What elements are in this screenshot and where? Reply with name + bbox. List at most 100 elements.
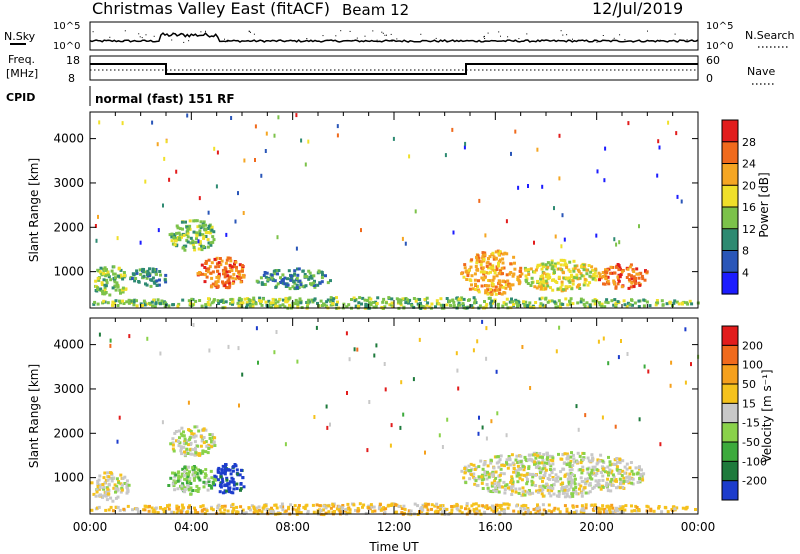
range-cell: [551, 476, 555, 479]
range-cell: [660, 299, 664, 303]
range-cell: [579, 510, 583, 514]
range-cell: [200, 248, 204, 252]
range-cell: [114, 496, 118, 500]
range-cell: [551, 456, 555, 460]
range-cell: [504, 302, 508, 306]
range-cell: [533, 270, 537, 274]
range-cell: [202, 244, 206, 248]
range-cell: [416, 302, 420, 306]
range-cell: [645, 270, 649, 274]
freq-panel: [89, 55, 699, 81]
range-cell: [107, 475, 111, 479]
range-cell: [234, 277, 238, 281]
range-cell: [223, 283, 227, 287]
range-cell: [397, 504, 401, 508]
range-cell: [552, 492, 556, 496]
range-cell: [210, 225, 214, 229]
range-cell: [217, 261, 221, 265]
range-cell: [579, 476, 583, 480]
range-cell: [214, 282, 218, 286]
range-cell: [619, 479, 623, 483]
range-cell: [569, 455, 573, 459]
range-cell: [335, 507, 339, 511]
range-cell: [439, 504, 443, 508]
range-cell: [98, 474, 102, 478]
range-cell: [554, 279, 557, 283]
range-cell: [122, 271, 126, 274]
range-cell: [194, 449, 197, 453]
range-cell: [536, 454, 540, 458]
range-cell: [265, 507, 269, 511]
range-cell: [204, 428, 208, 432]
range-cell: [498, 511, 501, 515]
range-cell: [501, 261, 505, 265]
ytick-label: 4000: [53, 338, 84, 352]
range-cell: [111, 303, 114, 307]
range-cell: [632, 279, 636, 282]
range-cell: [301, 284, 305, 288]
range-cell: [641, 277, 645, 281]
range-cell: [506, 466, 510, 470]
range-cell: [201, 451, 205, 455]
range-cell: [192, 219, 196, 223]
range-cell: [430, 507, 433, 511]
nsearch-tick-top: 10^5: [706, 21, 733, 32]
range-cell: [270, 276, 274, 280]
range-cell: [593, 465, 597, 469]
range-cell: [113, 483, 117, 487]
range-cell: [627, 286, 631, 290]
range-cell: [227, 277, 231, 280]
noise-cell: [329, 422, 331, 427]
range-cell: [433, 504, 437, 508]
range-cell: [565, 265, 569, 269]
range-cell: [460, 511, 464, 515]
range-cell: [560, 283, 564, 287]
range-cell: [510, 493, 514, 496]
range-cell: [202, 223, 206, 227]
range-cell: [569, 297, 573, 301]
range-cell: [474, 282, 477, 286]
noise-cell: [561, 213, 564, 218]
range-cell: [666, 510, 670, 514]
range-cell: [241, 269, 244, 273]
range-cell: [480, 481, 484, 485]
noise-cell: [575, 404, 578, 409]
range-cell: [464, 481, 468, 485]
range-cell: [151, 304, 154, 308]
range-cell: [358, 296, 362, 300]
range-cell: [116, 304, 120, 307]
range-cell: [228, 480, 232, 484]
noise-cell: [456, 368, 459, 373]
range-cell: [517, 300, 521, 304]
noise-cell: [477, 431, 480, 436]
range-cell: [171, 443, 175, 447]
range-cell: [318, 281, 322, 285]
nsky-panel: [89, 21, 699, 51]
range-cell: [580, 491, 584, 495]
range-cell: [457, 297, 461, 301]
range-cell: [621, 505, 625, 509]
range-cell: [534, 268, 538, 272]
range-cell: [550, 471, 554, 475]
range-cell: [665, 302, 669, 306]
range-cell: [325, 300, 329, 304]
range-cell: [187, 465, 191, 469]
range-cell: [608, 463, 612, 467]
range-cell: [219, 263, 223, 267]
noise-cell: [315, 325, 318, 330]
range-cell: [644, 269, 647, 273]
range-cell: [442, 303, 446, 307]
range-cell: [501, 257, 505, 261]
range-cell: [212, 477, 216, 481]
range-cell: [171, 510, 175, 514]
range-cell: [148, 504, 151, 508]
range-cell: [608, 468, 612, 472]
range-cell: [245, 303, 249, 307]
nsearch-dot: [659, 39, 661, 41]
range-cell: [572, 474, 576, 478]
range-cell: [565, 509, 569, 513]
noise-cell: [368, 400, 371, 404]
range-cell: [477, 465, 481, 469]
range-cell: [148, 267, 151, 271]
range-cell: [284, 285, 288, 288]
